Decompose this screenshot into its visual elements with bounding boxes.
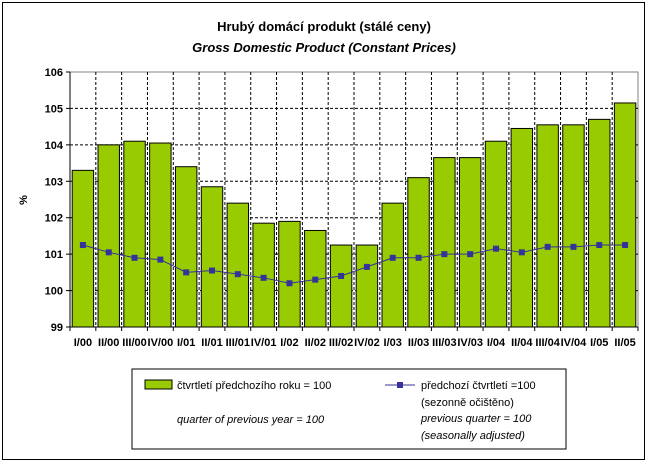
x-tick-label: IV/03 <box>457 337 483 349</box>
x-tick-label: IV/02 <box>354 337 380 349</box>
gridlines <box>70 72 638 327</box>
chart-subtitle: Gross Domestic Product (Constant Prices) <box>192 40 456 55</box>
y-tick-label: 100 <box>45 286 63 298</box>
line-point <box>544 243 551 250</box>
x-tick-label: III/04 <box>535 337 560 349</box>
bar <box>588 118 611 328</box>
legend-bar-label-en: quarter of previous year = 100 <box>177 414 325 426</box>
bar <box>97 144 120 328</box>
line-point <box>415 254 422 261</box>
line-point <box>105 249 112 256</box>
x-tick-label: III/03 <box>432 337 456 349</box>
bar <box>200 186 224 328</box>
line-point <box>260 274 267 281</box>
line-point <box>570 243 577 250</box>
x-tick-label: II/00 <box>98 337 119 349</box>
legend-line-label-en: previous quarter = 100 <box>420 413 532 425</box>
x-tick-label: I/04 <box>487 337 506 349</box>
bar <box>149 142 172 328</box>
legend-line-label-cz: předchozí čtvrtletí =100 <box>421 380 536 392</box>
line-point <box>493 245 499 252</box>
bar <box>174 166 198 328</box>
y-tick-label: 101 <box>45 249 63 261</box>
x-tick-label: II/04 <box>511 337 533 349</box>
legend-bar-label-cz: čtvrtletí předchozího roku = 100 <box>177 380 331 392</box>
line-point <box>518 249 525 256</box>
line-point <box>389 254 396 261</box>
x-tick-label: I/05 <box>590 337 608 349</box>
x-tick-label: I/02 <box>280 337 298 349</box>
y-tick-label: 102 <box>45 213 63 225</box>
line-series <box>79 242 629 287</box>
bar <box>226 202 250 328</box>
bar <box>510 127 534 328</box>
bar <box>613 102 637 328</box>
bar <box>484 140 508 328</box>
line-point <box>209 267 215 274</box>
x-tick-label: I/03 <box>384 337 402 349</box>
x-tick-label: II/02 <box>305 337 326 349</box>
series-line <box>82 244 626 284</box>
legend-line-marker <box>397 382 403 388</box>
bar <box>355 244 379 328</box>
bar <box>433 157 456 328</box>
line-point <box>286 280 293 287</box>
line-point <box>79 242 86 249</box>
line-point <box>157 256 164 263</box>
chart-title: Hrubý domácí produkt (stálé ceny) <box>217 19 431 34</box>
bar <box>562 124 585 328</box>
bar <box>278 220 301 328</box>
y-tick-label: 105 <box>45 103 63 115</box>
line-point <box>622 242 629 249</box>
line-point <box>338 273 345 279</box>
x-tick-label: IV/01 <box>251 337 277 349</box>
y-tick-label: 99 <box>51 322 63 334</box>
bar <box>329 244 353 328</box>
legend-bar-swatch <box>144 379 173 390</box>
bar <box>123 140 146 328</box>
x-tick-label: IV/04 <box>561 337 588 349</box>
x-tick-label: III/02 <box>329 337 353 349</box>
x-tick-label: III/01 <box>226 337 250 349</box>
y-axis-label: % <box>18 195 30 205</box>
y-tick-label: 104 <box>45 140 64 152</box>
legend-line-label-cz2: (sezonně očištěno) <box>421 397 514 409</box>
line-point <box>183 269 190 276</box>
line-point <box>131 254 138 261</box>
bar <box>71 169 95 328</box>
x-tick-label: III/00 <box>122 337 146 349</box>
legend-box <box>131 368 567 450</box>
line-point <box>363 263 370 270</box>
legend: čtvrtletí předchozího roku = 100 quarter… <box>131 368 567 450</box>
line-point <box>234 271 241 278</box>
x-tick-label: II/03 <box>408 337 429 349</box>
y-axis-ticks: 99 100 101 102 103 104 105 106 <box>45 67 70 334</box>
bar <box>536 124 559 328</box>
bar <box>407 177 430 328</box>
x-tick-label: I/00 <box>74 337 92 349</box>
line-point <box>467 251 474 258</box>
x-tick-label: IV/00 <box>148 337 174 349</box>
x-tick-label: I/01 <box>177 337 195 349</box>
legend-line-label-en2: (seasonally adjusted) <box>421 430 525 442</box>
line-point <box>596 242 603 249</box>
bar <box>458 157 482 328</box>
x-axis-ticks: I/00 II/00 III/00 IV/00 I/01 II/01 III/01 IV/01… <box>69 327 639 349</box>
y-tick-label: 106 <box>45 67 63 79</box>
x-tick-label: II/01 <box>201 337 222 349</box>
x-tick-label: II/05 <box>614 337 635 349</box>
bar <box>381 202 404 328</box>
line-point <box>312 276 319 283</box>
line-point <box>441 251 448 258</box>
y-tick-label: 103 <box>45 176 63 188</box>
